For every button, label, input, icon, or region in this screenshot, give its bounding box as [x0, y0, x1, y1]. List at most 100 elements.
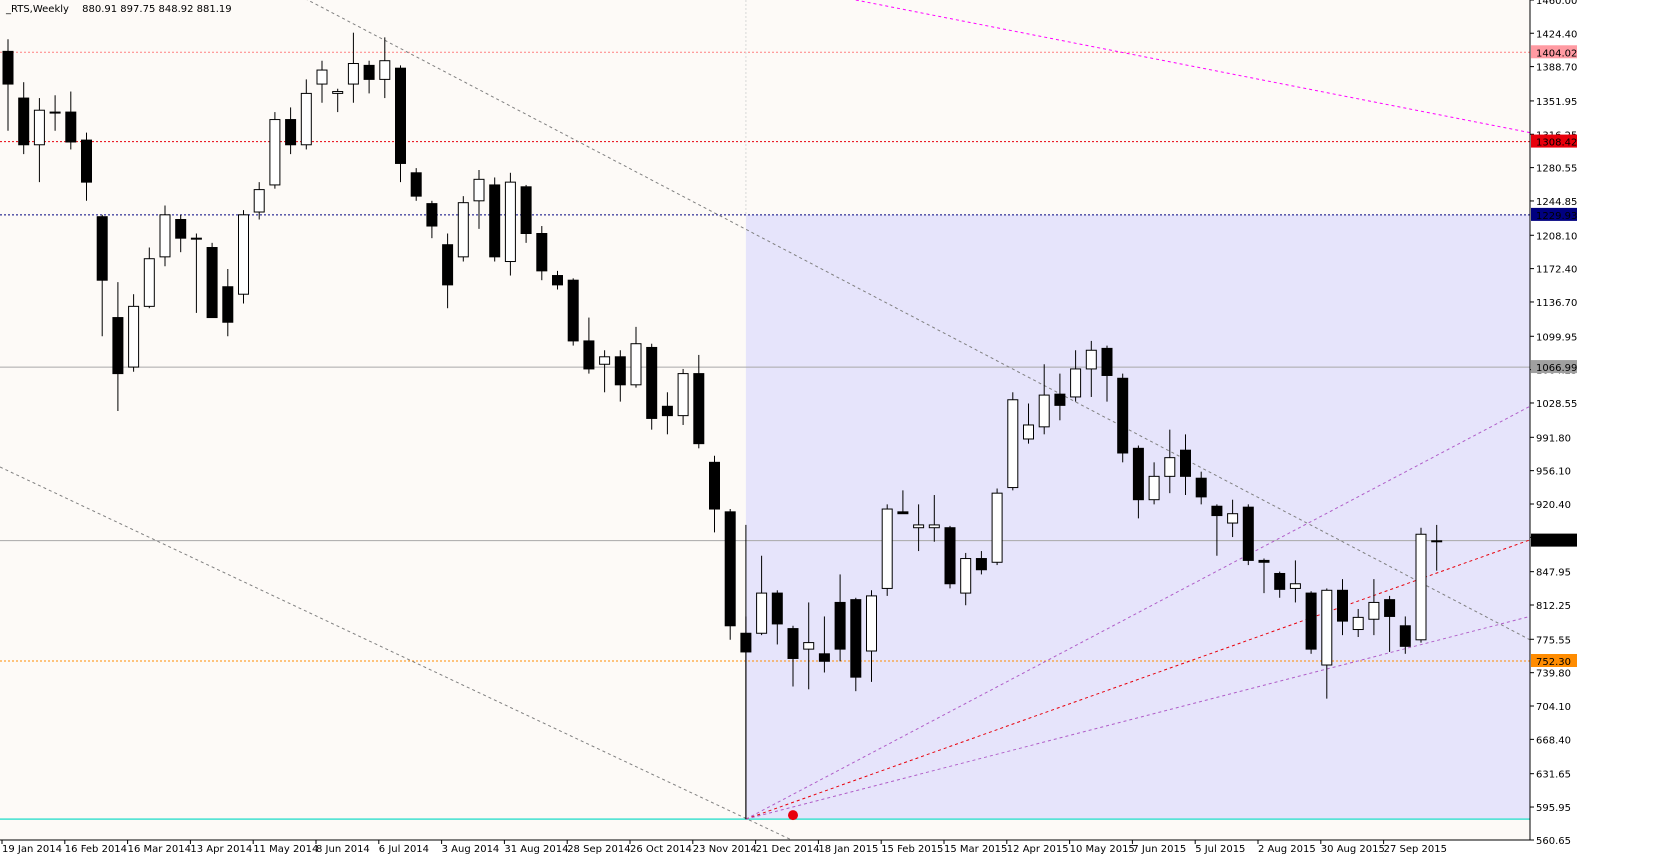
- candle[interactable]: [520, 184, 532, 243]
- candle[interactable]: [803, 602, 815, 690]
- candle[interactable]: [96, 214, 108, 337]
- candle[interactable]: [1274, 571, 1286, 598]
- candle[interactable]: [128, 294, 140, 372]
- candle[interactable]: [2, 39, 14, 131]
- candle[interactable]: [410, 168, 422, 201]
- candle[interactable]: [1431, 524, 1443, 571]
- price-tick-label: 1244.85: [1536, 197, 1577, 208]
- candle[interactable]: [1117, 373, 1129, 463]
- candle[interactable]: [379, 37, 391, 99]
- candle[interactable]: [567, 278, 579, 346]
- candle[interactable]: [897, 490, 909, 515]
- candle[interactable]: [1023, 403, 1034, 444]
- candle[interactable]: [1132, 445, 1144, 519]
- candle[interactable]: [677, 368, 689, 425]
- candle[interactable]: [944, 525, 956, 589]
- candle[interactable]: [175, 214, 187, 253]
- candle[interactable]: [991, 488, 1003, 566]
- candle[interactable]: [159, 205, 171, 267]
- candle[interactable]: [190, 233, 202, 313]
- candle[interactable]: [975, 551, 987, 575]
- candle[interactable]: [1211, 504, 1223, 556]
- candle[interactable]: [1242, 504, 1254, 566]
- candle[interactable]: [1148, 462, 1160, 505]
- candle[interactable]: [49, 95, 61, 131]
- bear-candle-body: [1399, 625, 1411, 647]
- candle[interactable]: [646, 343, 658, 430]
- candle[interactable]: [1368, 579, 1380, 636]
- candle[interactable]: [285, 107, 297, 155]
- candle[interactable]: [724, 509, 736, 640]
- candle[interactable]: [1038, 364, 1050, 435]
- candle[interactable]: [1054, 373, 1066, 421]
- candle[interactable]: [1321, 588, 1333, 699]
- candle[interactable]: [1085, 340, 1097, 397]
- candle[interactable]: [552, 270, 563, 290]
- candle[interactable]: [1384, 595, 1396, 652]
- candle[interactable]: [709, 455, 720, 533]
- candle[interactable]: [316, 60, 328, 103]
- candle[interactable]: [630, 326, 642, 388]
- candle[interactable]: [1399, 616, 1411, 654]
- candle[interactable]: [1227, 499, 1239, 538]
- candle[interactable]: [65, 91, 77, 150]
- candle[interactable]: [253, 182, 265, 220]
- candle[interactable]: [583, 317, 595, 374]
- candle[interactable]: [457, 196, 469, 262]
- candle[interactable]: [881, 504, 893, 596]
- candle[interactable]: [18, 82, 30, 155]
- candle[interactable]: [332, 88, 344, 113]
- price-level-badge: 752.30: [1531, 653, 1577, 668]
- candle[interactable]: [1180, 434, 1191, 496]
- candle[interactable]: [504, 172, 516, 276]
- candle[interactable]: [1305, 591, 1317, 654]
- badge-label: 1404.02: [1536, 48, 1577, 59]
- candle[interactable]: [960, 552, 972, 606]
- candle[interactable]: [1289, 560, 1301, 603]
- candle[interactable]: [269, 112, 281, 189]
- candle[interactable]: [1164, 429, 1176, 494]
- candle[interactable]: [661, 392, 673, 435]
- candle[interactable]: [206, 242, 218, 319]
- candle[interactable]: [426, 200, 438, 239]
- candle[interactable]: [1415, 527, 1427, 643]
- candle[interactable]: [363, 60, 375, 94]
- candle[interactable]: [834, 574, 846, 662]
- candle[interactable]: [614, 350, 626, 402]
- candle[interactable]: [1258, 558, 1270, 594]
- candle[interactable]: [112, 282, 124, 411]
- candle[interactable]: [599, 350, 611, 393]
- candle[interactable]: [1337, 579, 1348, 636]
- candle[interactable]: [928, 495, 940, 542]
- candle[interactable]: [913, 504, 925, 552]
- candle[interactable]: [81, 132, 92, 201]
- candle[interactable]: [1195, 471, 1207, 505]
- candle[interactable]: [442, 233, 454, 309]
- candle[interactable]: [740, 616, 752, 820]
- candle[interactable]: [866, 590, 877, 682]
- candle[interactable]: [238, 210, 249, 304]
- candle[interactable]: [33, 98, 45, 183]
- candle[interactable]: [693, 354, 705, 449]
- candle[interactable]: [222, 268, 234, 337]
- gray-downtrend-line: [306, 0, 1531, 641]
- candle[interactable]: [536, 226, 548, 281]
- candle[interactable]: [1352, 608, 1364, 637]
- candle[interactable]: [787, 625, 799, 687]
- candle[interactable]: [143, 247, 155, 309]
- candle[interactable]: [300, 79, 312, 150]
- candle[interactable]: [771, 590, 783, 645]
- candle[interactable]: [347, 32, 359, 103]
- candle[interactable]: [1101, 345, 1113, 402]
- bear-candle-body: [552, 275, 563, 286]
- candle[interactable]: [850, 597, 862, 692]
- candle[interactable]: [1070, 350, 1082, 402]
- candle[interactable]: [473, 169, 485, 229]
- candle[interactable]: [1007, 392, 1019, 491]
- candle[interactable]: [756, 555, 768, 636]
- candle[interactable]: [818, 616, 830, 673]
- candle[interactable]: [395, 65, 406, 183]
- candle[interactable]: [489, 177, 501, 262]
